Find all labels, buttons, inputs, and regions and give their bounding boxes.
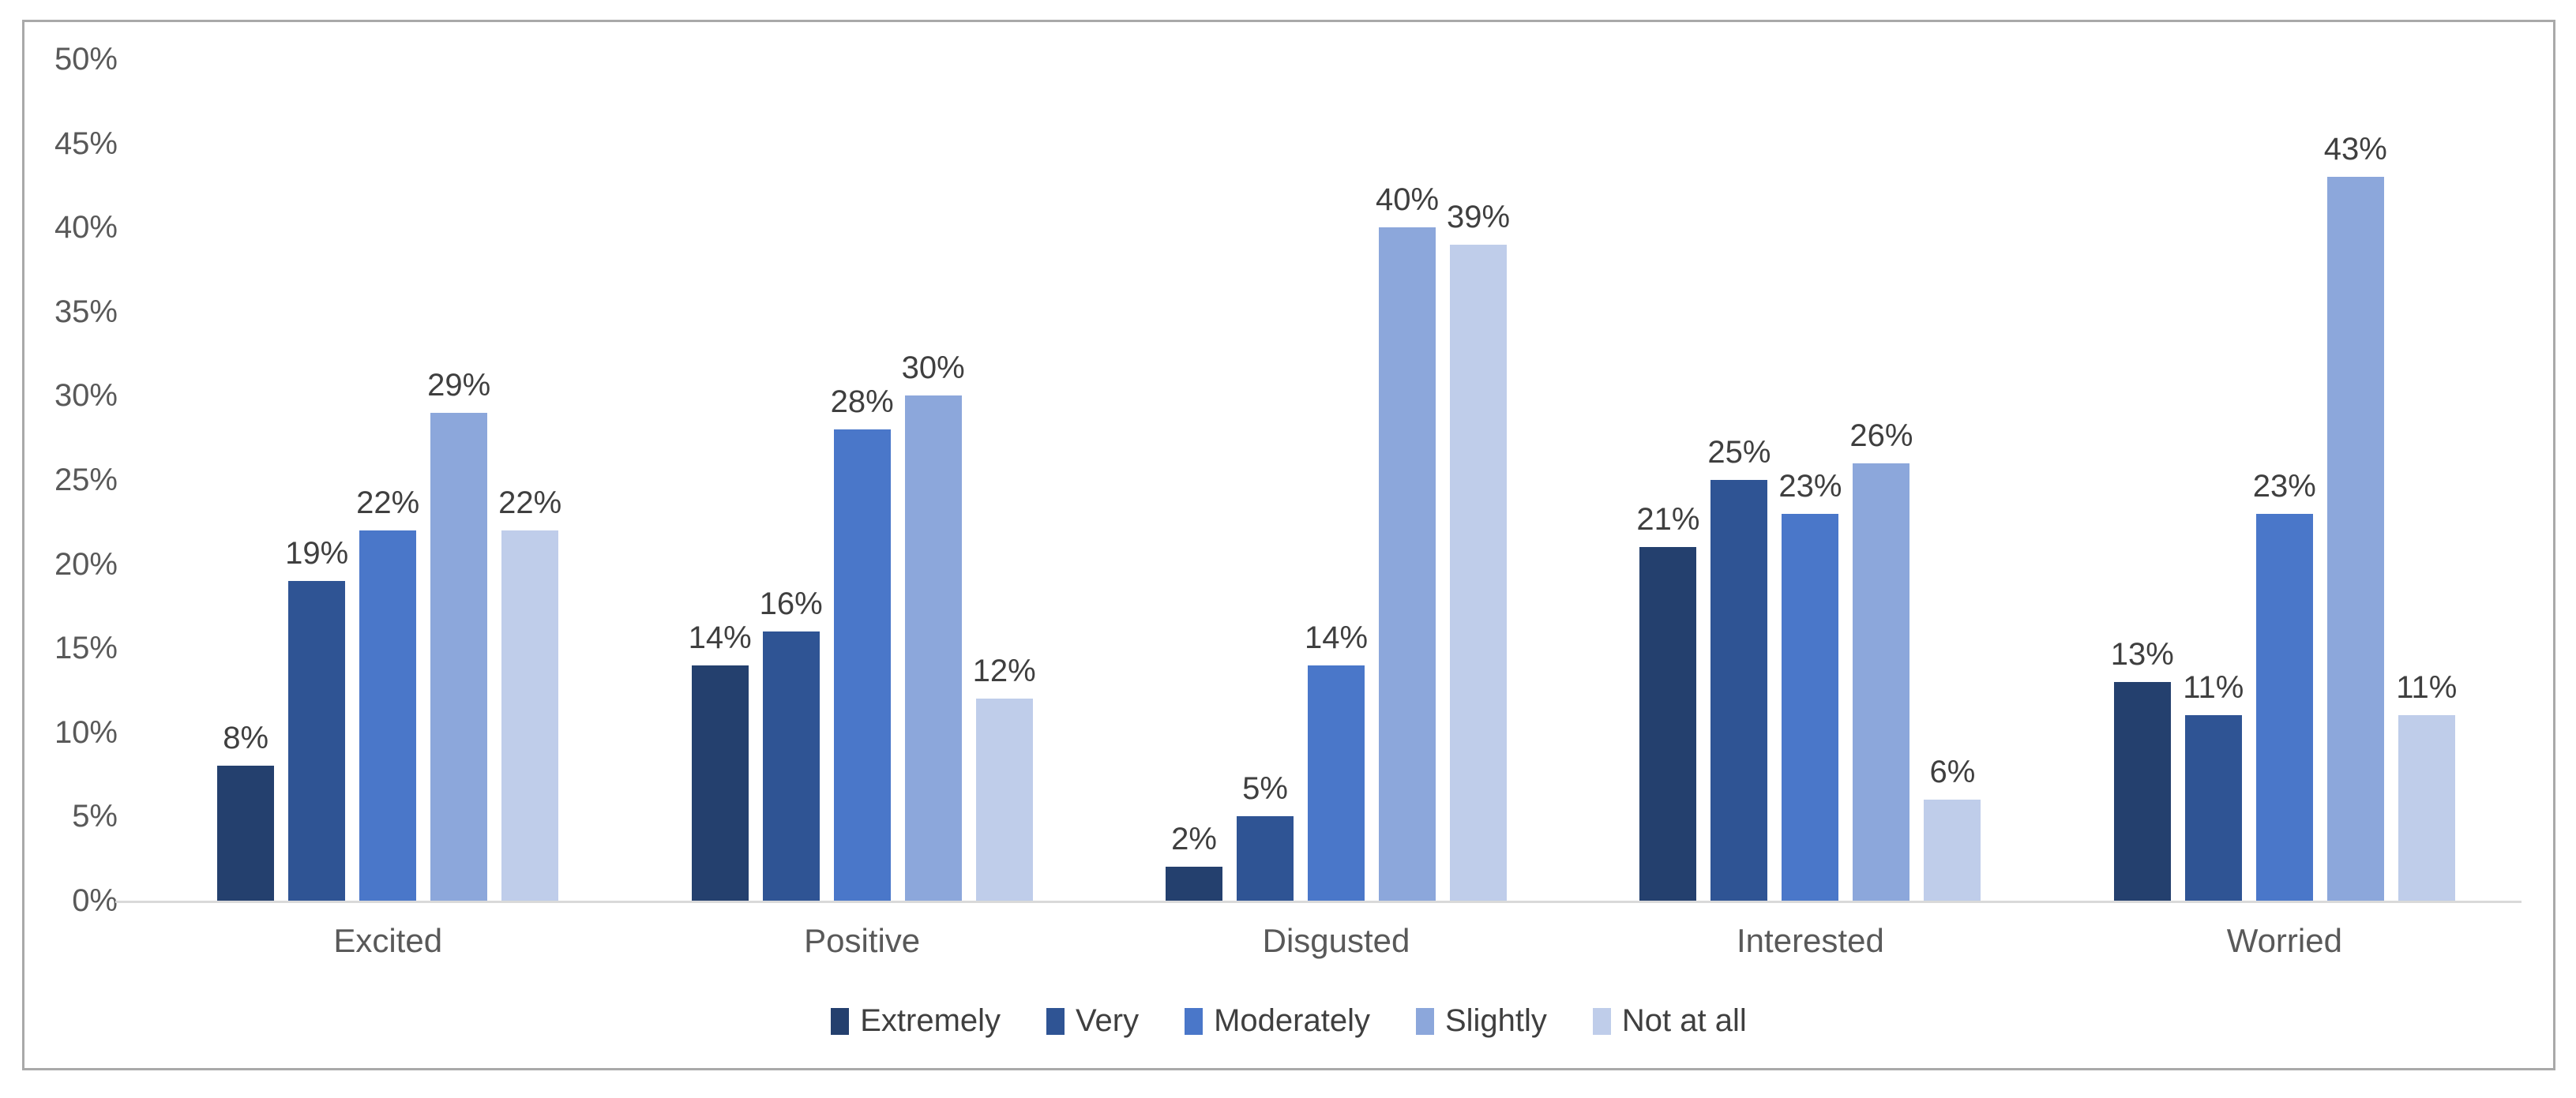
bar: 43%	[2324, 132, 2387, 901]
y-tick-label: 45%	[54, 126, 118, 161]
category-label: Excited	[333, 922, 443, 959]
y-tick-label: 15%	[54, 631, 118, 666]
bar-group: 2% 5% 14% 40% 39%	[1099, 59, 1573, 901]
bar-value-label: 26%	[1849, 418, 1913, 453]
bar: 23%	[1778, 469, 1842, 901]
y-tick-label: 5%	[72, 799, 118, 834]
y-tick-label: 30%	[54, 378, 118, 414]
legend: Extremely Very Moderately Slightly Not at al…	[24, 1003, 2553, 1039]
bar-value-label: 29%	[427, 367, 491, 403]
bar: 22%	[498, 485, 561, 901]
bar: 26%	[1849, 418, 1913, 901]
bar: 11%	[2396, 670, 2457, 901]
bar-group: 21% 25% 23% 26% 6%	[1573, 59, 2047, 901]
bar-value-label: 22%	[356, 485, 420, 520]
y-tick-label: 40%	[54, 210, 118, 245]
bar-value-label: 6%	[1929, 755, 1976, 790]
bar: 13%	[2111, 637, 2174, 901]
legend-label: Very	[1076, 1003, 1140, 1038]
bar-value-label: 12%	[972, 654, 1036, 689]
y-tick-label: 0%	[72, 883, 118, 918]
legend-swatch	[1046, 1007, 1065, 1035]
legend-item: Very	[1046, 1003, 1139, 1039]
bar-value-label: 2%	[1171, 822, 1217, 857]
bar-value-label: 43%	[2323, 132, 2387, 167]
bar-group: 14% 16% 28% 30% 12%	[625, 59, 1098, 901]
legend-label: Moderately	[1214, 1003, 1370, 1038]
y-tick-label: 35%	[54, 294, 118, 329]
legend-swatch	[1415, 1007, 1434, 1035]
bar-value-label: 11%	[2396, 670, 2458, 706]
x-axis-line	[115, 901, 2522, 903]
bar-value-label: 39%	[1446, 199, 1511, 234]
bar-value-label: 25%	[1707, 435, 1771, 470]
bar-group: 13% 11% 23% 43% 11%	[2048, 59, 2522, 901]
bar-groups: 8% 19% 22% 29% 22% 14% 16% 28% 30% 12% 2% 5% 14% 40% 3…	[151, 59, 2522, 901]
category-label: Interested	[1737, 922, 1884, 959]
bar-value-label: 8%	[223, 721, 269, 756]
legend-label: Not at all	[1621, 1003, 1747, 1038]
bar: 11%	[2183, 670, 2244, 901]
bar: 8%	[217, 721, 275, 901]
bar: 30%	[902, 350, 965, 901]
bar-value-label: 14%	[688, 620, 752, 655]
bar-value-label: 23%	[2252, 468, 2316, 504]
bar-value-label: 11%	[2183, 670, 2244, 706]
bar: 23%	[2253, 469, 2316, 901]
bar: 2%	[1166, 822, 1223, 901]
legend-item: Extremely	[831, 1003, 1001, 1039]
bar: 28%	[831, 384, 894, 901]
legend-swatch	[1185, 1007, 1204, 1035]
bar: 14%	[689, 620, 752, 901]
bar-value-label: 16%	[759, 586, 823, 621]
legend-label: Slightly	[1444, 1003, 1547, 1038]
legend-label: Extremely	[860, 1003, 1001, 1038]
legend-item: Moderately	[1185, 1003, 1370, 1039]
category-label: Worried	[2226, 922, 2342, 959]
bar-value-label: 28%	[830, 384, 894, 420]
bar: 12%	[973, 654, 1036, 901]
bar: 40%	[1376, 182, 1439, 901]
legend-swatch	[1592, 1007, 1611, 1035]
bar-value-label: 14%	[1304, 620, 1369, 655]
bar: 39%	[1447, 200, 1510, 901]
bar: 22%	[356, 485, 419, 901]
bar-value-label: 30%	[901, 350, 965, 386]
x-axis-category-labels: Excited Positive Disgusted Interested Worrie…	[151, 922, 2522, 960]
bar-value-label: 21%	[1636, 502, 1700, 538]
bar-value-label: 5%	[1242, 771, 1288, 807]
bar: 29%	[427, 368, 490, 901]
bar-value-label: 22%	[498, 485, 562, 520]
bar: 25%	[1707, 435, 1771, 901]
y-tick-label: 50%	[54, 42, 118, 77]
bar: 14%	[1305, 620, 1368, 901]
category-label: Positive	[804, 922, 921, 959]
chart-frame: 0% 5% 10% 15% 20% 25% 30% 35% 40% 45% 50% 8% 19% 22%…	[22, 20, 2555, 1070]
bar: 16%	[760, 586, 823, 901]
bar: 21%	[1636, 502, 1699, 901]
category-label: Disgusted	[1262, 922, 1410, 959]
bar-value-label: 23%	[1778, 468, 1842, 504]
bar-value-label: 40%	[1375, 182, 1440, 218]
bar-value-label: 13%	[2110, 636, 2174, 672]
legend-swatch	[831, 1007, 850, 1035]
bar: 6%	[1924, 755, 1981, 901]
y-tick-label: 20%	[54, 546, 118, 582]
legend-item: Slightly	[1415, 1003, 1547, 1039]
plot-area: 8% 19% 22% 29% 22% 14% 16% 28% 30% 12% 2% 5% 14% 40% 3…	[115, 59, 2522, 903]
bar-group: 8% 19% 22% 29% 22%	[151, 59, 625, 901]
y-tick-label: 25%	[54, 463, 118, 497]
bar-value-label: 19%	[285, 535, 349, 571]
y-tick-label: 10%	[54, 714, 118, 750]
legend-item: Not at all	[1592, 1003, 1747, 1039]
bar: 19%	[285, 536, 348, 901]
bar: 5%	[1237, 771, 1294, 901]
